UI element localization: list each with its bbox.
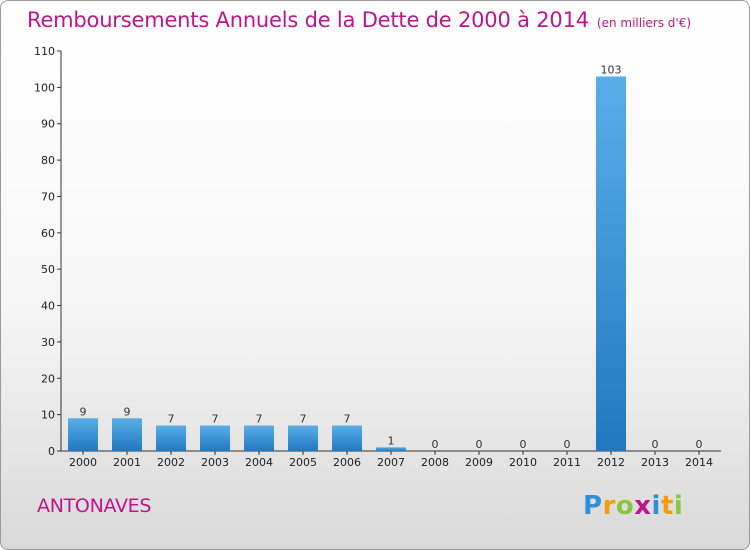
y-tick-label: 110 bbox=[34, 45, 55, 58]
y-tick-label: 40 bbox=[41, 300, 55, 313]
logo-letter: t bbox=[660, 491, 674, 521]
bar-value-label: 7 bbox=[344, 413, 351, 426]
bar bbox=[68, 418, 98, 451]
y-tick-label: 0 bbox=[48, 445, 55, 458]
bar-value-label: 0 bbox=[476, 438, 483, 451]
x-tick-label: 2005 bbox=[289, 456, 317, 469]
x-tick-label: 2004 bbox=[245, 456, 273, 469]
logo-letter: r bbox=[602, 491, 616, 521]
chart-unit-label: (en milliers d'€) bbox=[596, 16, 692, 30]
bar-value-label: 9 bbox=[80, 405, 87, 418]
bar bbox=[156, 425, 186, 451]
bar-value-label: 9 bbox=[124, 405, 131, 418]
bar-value-label: 103 bbox=[601, 63, 622, 76]
bar bbox=[376, 447, 406, 451]
bar-value-label: 0 bbox=[696, 438, 703, 451]
logo-letter: o bbox=[615, 491, 635, 521]
y-tick-label: 50 bbox=[41, 263, 55, 276]
bar bbox=[332, 425, 362, 451]
commune-name: ANTONAVES bbox=[37, 495, 152, 517]
logo-letter: i bbox=[651, 491, 661, 521]
x-tick-label: 2009 bbox=[465, 456, 493, 469]
chart-title-text: Remboursements Annuels de la Dette de 20… bbox=[27, 8, 589, 32]
x-tick-label: 2003 bbox=[201, 456, 229, 469]
bar bbox=[288, 425, 318, 451]
bar-value-label: 1 bbox=[388, 434, 395, 447]
x-tick-label: 2001 bbox=[113, 456, 141, 469]
y-tick-label: 60 bbox=[41, 227, 55, 240]
y-tick-label: 30 bbox=[41, 336, 55, 349]
bar-value-label: 7 bbox=[300, 413, 307, 426]
bar-value-label: 0 bbox=[432, 438, 439, 451]
y-tick-label: 100 bbox=[34, 81, 55, 94]
logo-letter: x bbox=[634, 491, 652, 521]
proxiti-logo[interactable]: Proxiti bbox=[583, 491, 683, 521]
y-tick-label: 90 bbox=[41, 118, 55, 131]
x-tick-label: 2012 bbox=[597, 456, 625, 469]
bar-value-label: 7 bbox=[256, 413, 263, 426]
bar bbox=[200, 425, 230, 451]
y-tick-label: 80 bbox=[41, 154, 55, 167]
y-tick-label: 10 bbox=[41, 409, 55, 422]
bar bbox=[244, 425, 274, 451]
chart-value-labels: 9 9 7 7 7 7 7 1 0 0 0 0 103 0 0 bbox=[80, 63, 703, 451]
y-tick-label: 70 bbox=[41, 190, 55, 203]
x-tick-label: 2014 bbox=[685, 456, 713, 469]
bar-value-label: 0 bbox=[520, 438, 527, 451]
x-tick-label: 2006 bbox=[333, 456, 361, 469]
logo-letter: P bbox=[583, 491, 603, 521]
x-tick-label: 2007 bbox=[377, 456, 405, 469]
bar-value-label: 0 bbox=[564, 438, 571, 451]
x-tick-label: 2011 bbox=[553, 456, 581, 469]
logo-letter: i bbox=[673, 491, 684, 521]
x-tick-label: 2002 bbox=[157, 456, 185, 469]
chart-bars bbox=[68, 76, 626, 452]
bar bbox=[596, 76, 626, 452]
x-tick-label: 2013 bbox=[641, 456, 669, 469]
bar-value-label: 7 bbox=[168, 413, 175, 426]
x-tick-label: 2000 bbox=[69, 456, 97, 469]
bar-value-label: 7 bbox=[212, 413, 219, 426]
bar-value-label: 0 bbox=[652, 438, 659, 451]
x-tick-label: 2008 bbox=[421, 456, 449, 469]
y-tick-label: 20 bbox=[41, 372, 55, 385]
chart-title: Remboursements Annuels de la Dette de 20… bbox=[27, 8, 691, 32]
x-tick-label: 2010 bbox=[509, 456, 537, 469]
bar bbox=[112, 418, 142, 451]
